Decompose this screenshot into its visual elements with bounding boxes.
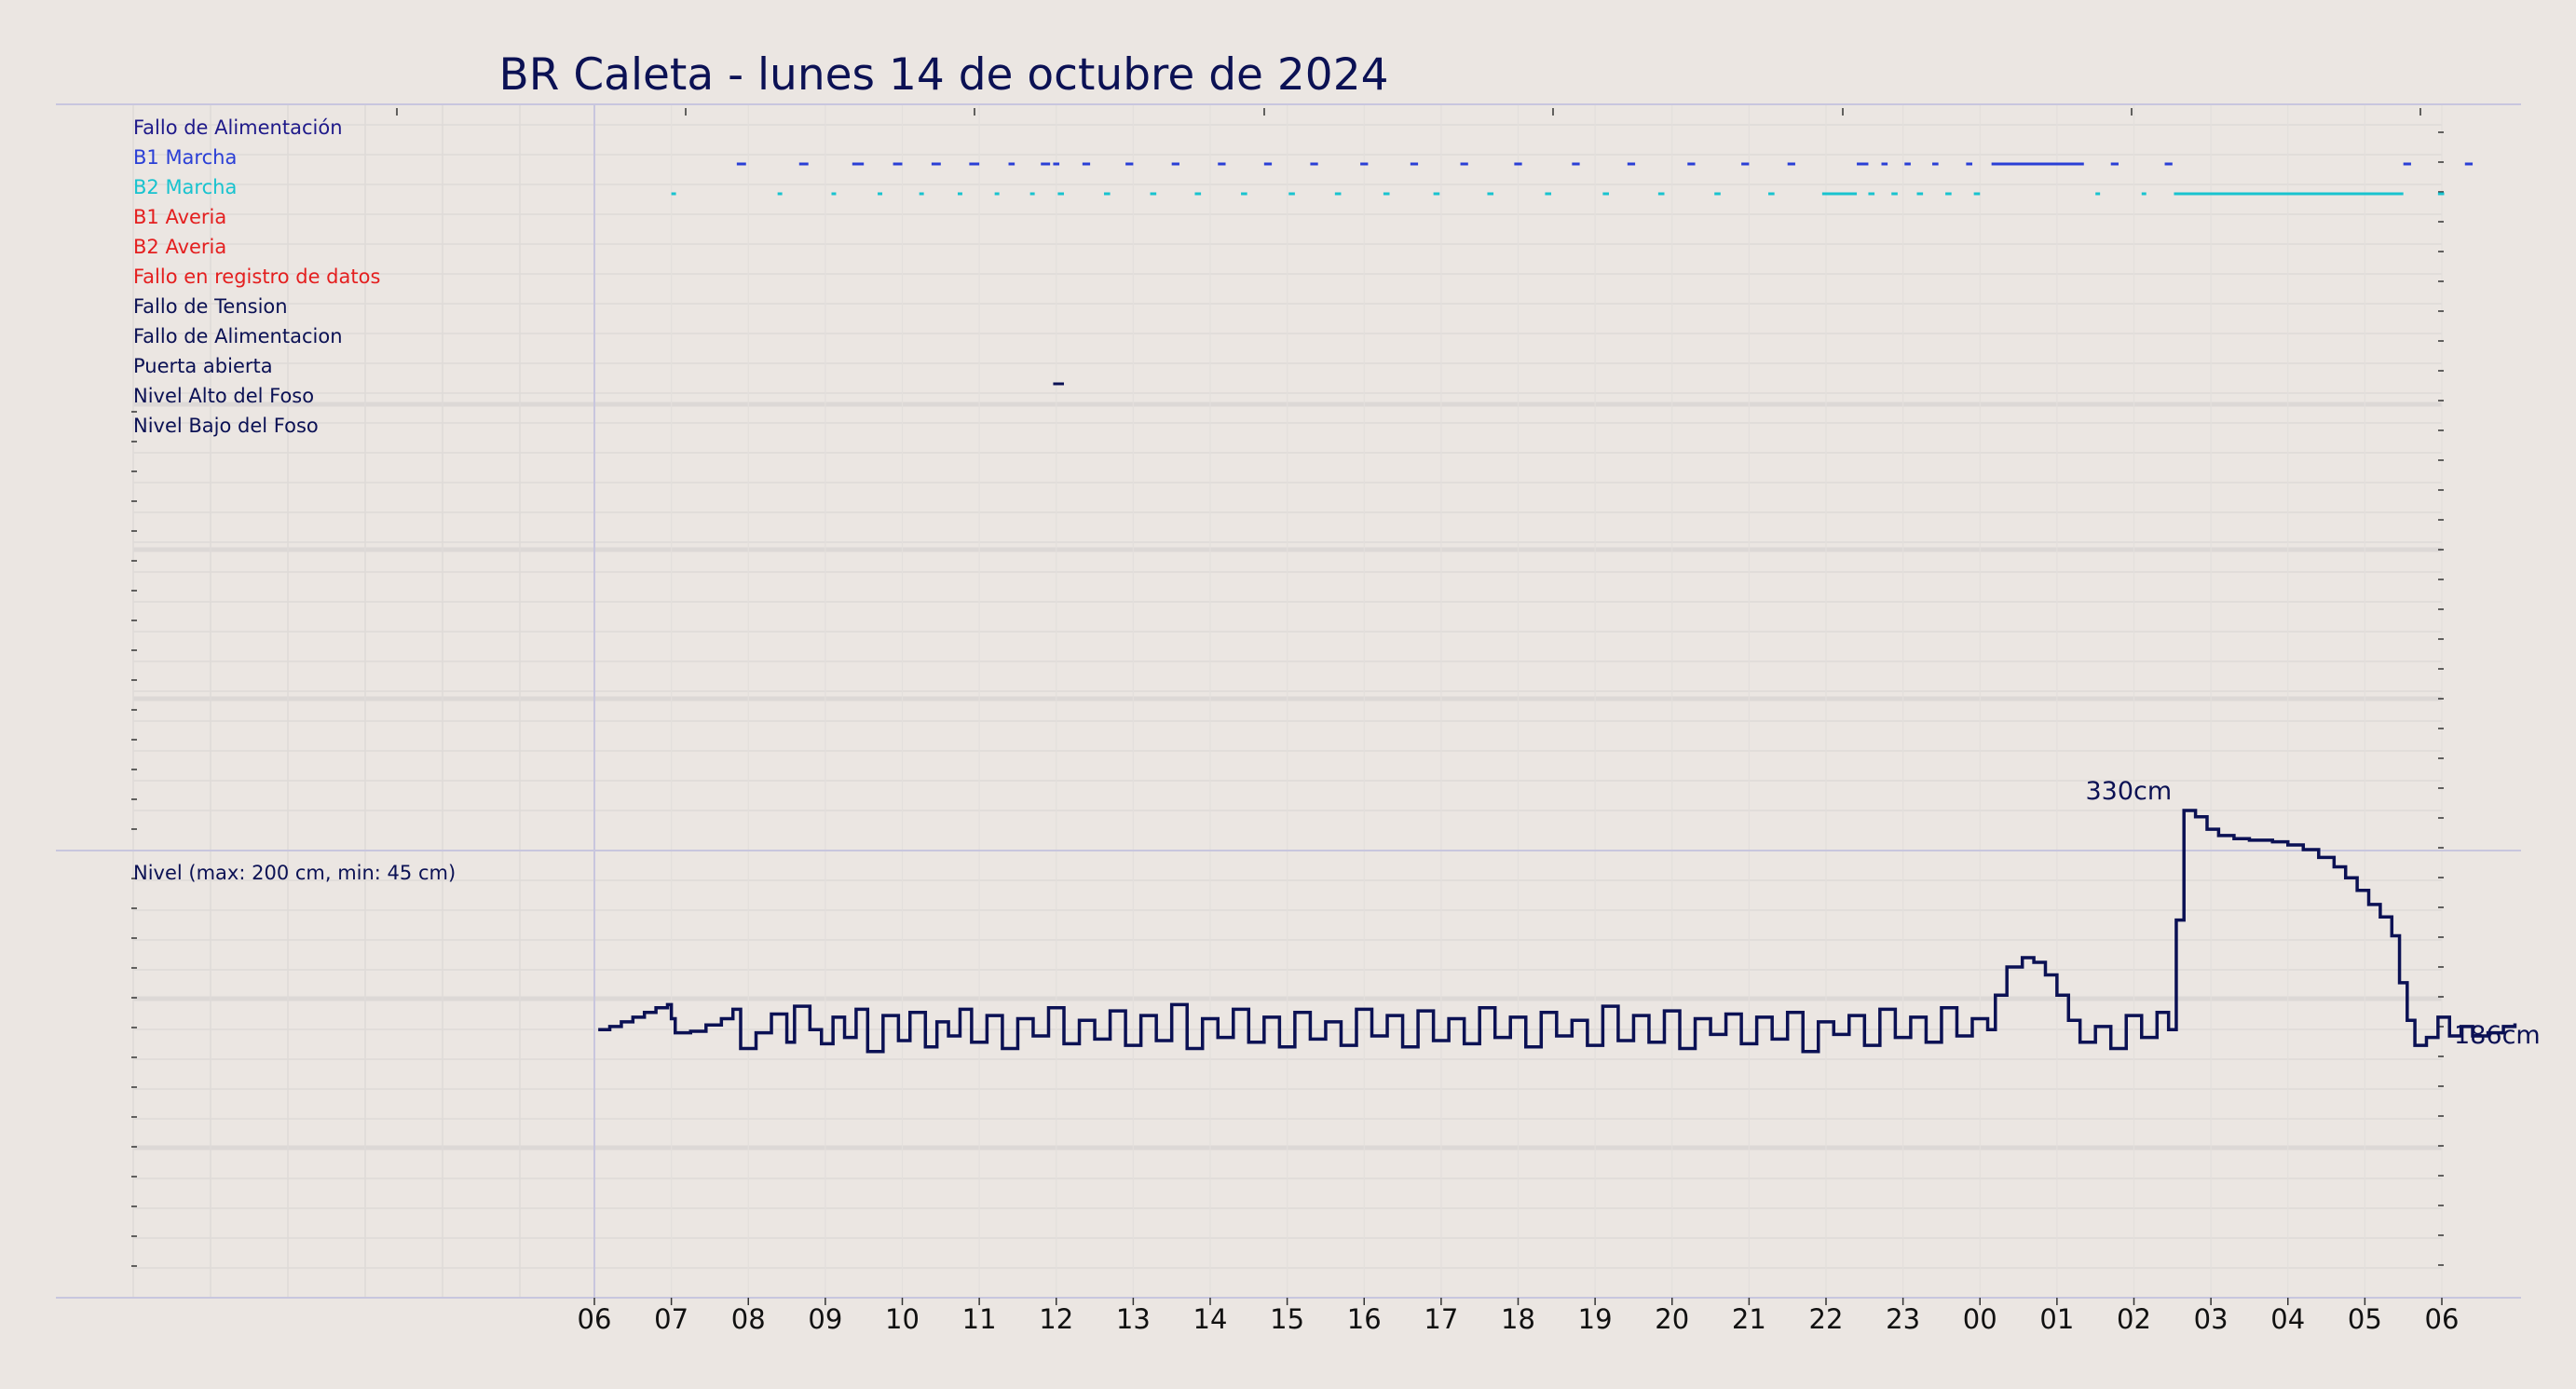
chart-title: BR Caleta - lunes 14 de octubre de 2024 [498,49,1388,101]
x-tick-label: 16 [1347,1303,1382,1335]
x-tick-label: 19 [1578,1303,1613,1335]
x-tick-label: 11 [962,1303,997,1335]
x-tick-label: 21 [1732,1303,1766,1335]
x-tick-label: 04 [2270,1303,2305,1335]
x-tick-label: 00 [1963,1303,1997,1335]
level-line [598,809,2517,1054]
x-tick-label: 03 [2194,1303,2228,1335]
x-tick-label: 18 [1501,1303,1535,1335]
event-row-label: Puerta abierta [133,355,273,377]
event-bars [671,162,2474,386]
x-tick-label: 10 [885,1303,920,1335]
x-tick-label: 15 [1270,1303,1304,1335]
event-row-label: Fallo en registro de datos [133,266,380,288]
event-row-label: B1 Marcha [133,146,237,169]
x-tick-label: 22 [1809,1303,1844,1335]
x-tick-label: 14 [1193,1303,1228,1335]
x-tick-label: 02 [2117,1303,2151,1335]
event-row-label: Fallo de Tension [133,295,288,318]
x-tick-label: 20 [1655,1303,1689,1335]
event-row-label: B2 Averia [133,236,226,258]
x-tick-label: 01 [2039,1303,2074,1335]
level-annotation: 186cm [2454,1021,2541,1050]
x-tick-label: 12 [1039,1303,1073,1335]
level-series [598,809,2517,1054]
event-row-label: Nivel Alto del Foso [133,385,314,407]
x-tick-label: 06 [578,1303,612,1335]
x-tick-label: 23 [1886,1303,1920,1335]
x-tick-label: 06 [2425,1303,2460,1335]
x-tick-label: 13 [1116,1303,1151,1335]
x-tick-label: 08 [731,1303,766,1335]
event-row-label: Fallo de Alimentación [133,116,343,139]
event-row-label: Nivel Bajo del Foso [133,415,319,437]
level-series-label: Nivel (max: 200 cm, min: 45 cm) [133,862,456,884]
event-row-label: Fallo de Alimentacion [133,325,343,347]
level-annotation: 330cm [2086,777,2173,806]
event-row-label: B1 Averia [133,206,226,228]
x-axis-ticks: 06 07 08 09 10 11 12 13 14 15 16 17 18 19 20 21 22 23 00 01… [578,1298,2460,1335]
chart-axes [56,103,2521,1299]
level-annotations: 330cm 186cm [2086,777,2541,1050]
event-row-label: B2 Marcha [133,176,237,198]
x-tick-label: 05 [2348,1303,2382,1335]
x-tick-label: 09 [808,1303,842,1335]
event-row-labels: Fallo de Alimentación B1 Marcha B2 Marcha B… [133,116,380,437]
x-tick-label: 07 [654,1303,688,1335]
x-tick-label: 17 [1424,1303,1458,1335]
